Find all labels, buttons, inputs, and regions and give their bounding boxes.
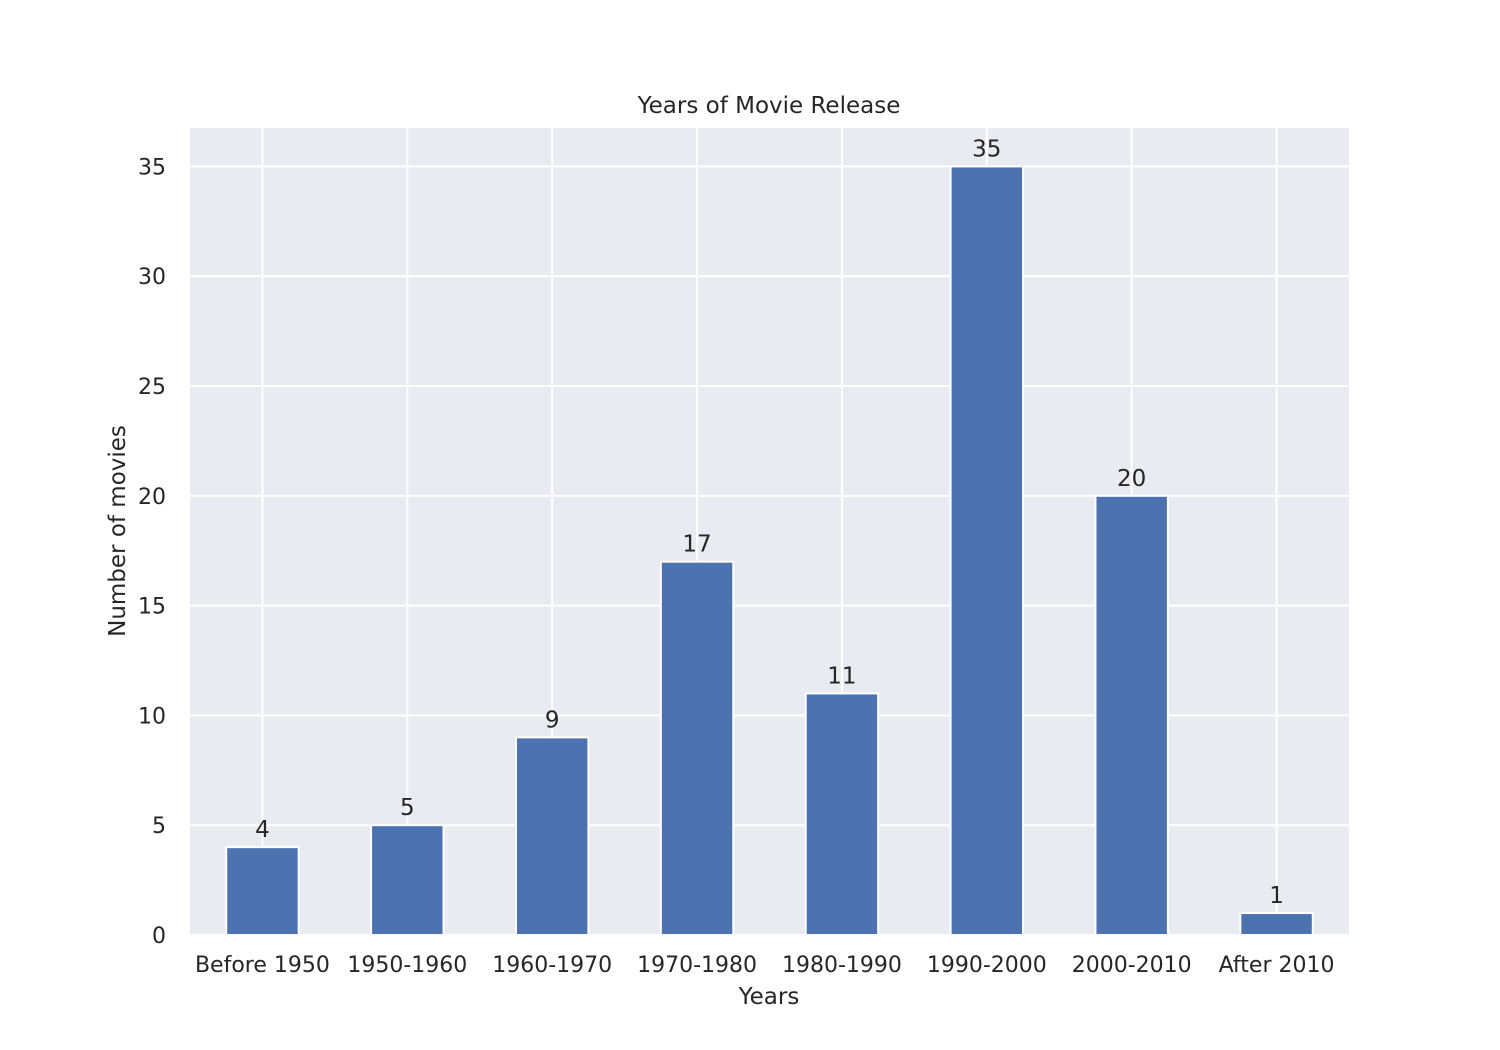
bar-value-label: 11 [827, 663, 856, 689]
x-tick-label: 2000-2010 [1072, 953, 1192, 978]
x-tick-label: 1970-1980 [637, 953, 757, 978]
bar [949, 165, 1025, 936]
y-tick-label: 20 [138, 485, 166, 510]
bar-value-label: 5 [400, 795, 415, 821]
x-tick-label: 1950-1960 [347, 953, 467, 978]
bar-value-label: 4 [255, 817, 270, 843]
y-tick-label: 30 [138, 265, 166, 290]
bar [804, 692, 880, 936]
bars [225, 165, 1314, 937]
y-tick-label: 10 [138, 704, 166, 729]
bar-value-label: 20 [1117, 466, 1146, 492]
x-tick-label: 1980-1990 [782, 953, 902, 978]
data-labels: 4 5 9 17 11 35 20 1 [255, 136, 1284, 909]
bar-value-label: 17 [682, 532, 711, 558]
x-tick-labels: Before 1950 1950-1960 1960-1970 1970-1980 19… [195, 953, 1334, 978]
y-axis-label: Number of movies [105, 425, 131, 637]
bar [370, 824, 445, 937]
y-tick-label: 25 [138, 375, 166, 400]
bar-value-label: 9 [545, 707, 560, 733]
x-tick-label: 1990-2000 [927, 953, 1047, 978]
bar [1239, 912, 1314, 937]
x-tick-label: 1960-1970 [492, 953, 612, 978]
bar [225, 846, 300, 936]
y-tick-label: 5 [152, 814, 166, 839]
x-tick-label: Before 1950 [195, 953, 330, 978]
y-tick-labels: 0 5 10 15 20 25 30 35 [138, 155, 166, 949]
bar-value-label: 1 [1269, 883, 1284, 909]
bar-value-label: 35 [972, 136, 1001, 162]
bar [659, 560, 735, 936]
bar [1094, 494, 1169, 936]
y-tick-label: 35 [138, 155, 166, 180]
x-axis-label: Years [738, 984, 800, 1010]
x-tick-label: After 2010 [1219, 953, 1335, 978]
y-tick-label: 0 [152, 924, 166, 949]
chart-title: Years of Movie Release [637, 93, 901, 119]
bar [514, 736, 590, 937]
plot-area [190, 128, 1349, 935]
y-tick-label: 15 [138, 595, 166, 620]
